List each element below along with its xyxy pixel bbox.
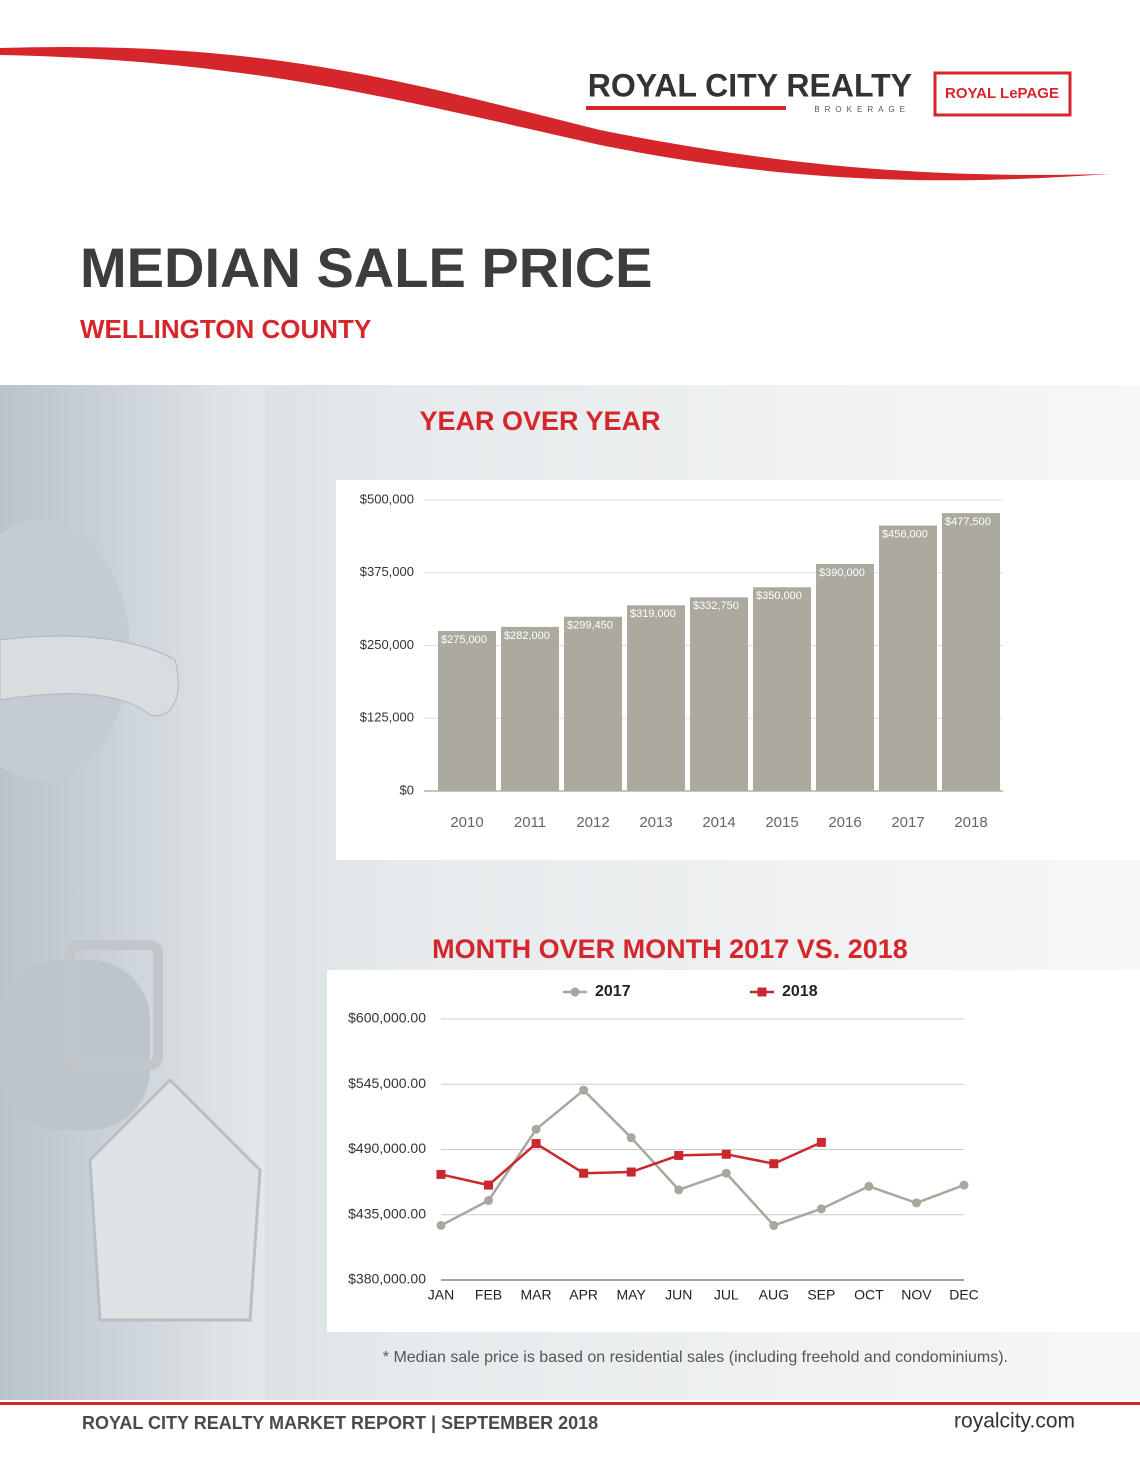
chart-title: YEAR OVER YEAR bbox=[419, 406, 660, 436]
x-tick-label: 2013 bbox=[639, 814, 672, 831]
key-tag bbox=[65, 940, 163, 1070]
x-tick-label: 2016 bbox=[828, 814, 861, 831]
point bbox=[959, 1180, 969, 1190]
page-title: MEDIAN SALE PRICE bbox=[80, 236, 653, 299]
point bbox=[816, 1137, 826, 1147]
x-tick-label: APR bbox=[569, 1287, 598, 1303]
y-tick-label: $435,000.00 bbox=[348, 1205, 426, 1221]
footer-rule bbox=[0, 1402, 1140, 1405]
x-tick-label: AUG bbox=[759, 1287, 789, 1303]
data-label: $456,000 bbox=[882, 529, 928, 541]
logo: ROYAL CITY REALTY bbox=[588, 67, 912, 103]
y-tick-label: $380,000.00 bbox=[348, 1271, 426, 1287]
footer-text: ROYAL CITY REALTY MARKET REPORT | SEPTEM… bbox=[82, 1413, 598, 1433]
x-tick-label: DEC bbox=[949, 1287, 979, 1303]
point bbox=[674, 1185, 684, 1195]
x-tick-label: 2010 bbox=[450, 814, 483, 831]
y-tick-label: $250,000 bbox=[360, 637, 414, 652]
x-tick-label: JUN bbox=[665, 1287, 692, 1303]
y-tick-label: $545,000.00 bbox=[348, 1075, 426, 1091]
data-label: $477,500 bbox=[945, 516, 991, 528]
house-keychain bbox=[88, 1077, 262, 1322]
point bbox=[579, 1085, 589, 1095]
x-tick-label: 2015 bbox=[765, 814, 798, 831]
chart-title: MONTH OVER MONTH 2017 VS. 2018 bbox=[432, 934, 908, 964]
data-label: $282,000 bbox=[504, 630, 550, 642]
bar bbox=[879, 525, 937, 791]
x-tick-label: FEB bbox=[475, 1287, 502, 1303]
bar bbox=[627, 605, 685, 791]
data-label: $390,000 bbox=[819, 567, 865, 579]
x-tick-label: MAY bbox=[617, 1287, 647, 1303]
bar bbox=[690, 597, 748, 791]
point bbox=[864, 1181, 874, 1191]
data-label: $319,000 bbox=[630, 608, 676, 620]
x-tick-label: OCT bbox=[854, 1287, 884, 1303]
point bbox=[769, 1159, 779, 1169]
partner-logo: ROYAL LePAGE bbox=[945, 85, 1059, 102]
x-tick-label: 2014 bbox=[702, 814, 735, 831]
logo-sub: BROKERAGE bbox=[814, 105, 910, 114]
legend-marker bbox=[570, 987, 580, 997]
legend-marker bbox=[757, 987, 767, 997]
x-tick-label: 2011 bbox=[514, 814, 546, 831]
bar bbox=[501, 626, 559, 791]
bar bbox=[438, 630, 496, 791]
point bbox=[816, 1204, 826, 1214]
legend-label: 2017 bbox=[595, 983, 631, 1000]
series-line bbox=[440, 1088, 965, 1227]
footnote: * Median sale price is based on resident… bbox=[383, 1349, 1008, 1366]
y-tick-label: $600,000.00 bbox=[348, 1010, 426, 1026]
point bbox=[721, 1168, 731, 1178]
point bbox=[531, 1139, 541, 1149]
x-tick-label: 2018 bbox=[954, 814, 987, 831]
point bbox=[626, 1133, 636, 1143]
bar bbox=[753, 587, 811, 791]
data-label: $332,750 bbox=[693, 600, 739, 612]
x-tick-label: JAN bbox=[428, 1287, 454, 1303]
point bbox=[769, 1220, 779, 1230]
point bbox=[531, 1124, 541, 1134]
point bbox=[674, 1150, 684, 1160]
point bbox=[579, 1168, 589, 1178]
point bbox=[436, 1220, 446, 1230]
footer-url: royalcity.com bbox=[954, 1410, 1075, 1433]
y-tick-label: $375,000 bbox=[360, 564, 414, 579]
data-label: $350,000 bbox=[756, 590, 802, 602]
data-label: $299,450 bbox=[567, 620, 613, 632]
bar bbox=[564, 616, 622, 791]
point bbox=[484, 1196, 494, 1206]
x-tick-label: 2017 bbox=[891, 814, 924, 831]
point bbox=[721, 1149, 731, 1159]
y-tick-label: $125,000 bbox=[360, 710, 414, 725]
y-tick-label: $500,000 bbox=[360, 491, 414, 506]
bar bbox=[942, 513, 1000, 791]
x-tick-label: NOV bbox=[901, 1287, 932, 1303]
x-tick-label: JUL bbox=[714, 1287, 739, 1303]
door-handle bbox=[0, 635, 179, 717]
point bbox=[436, 1169, 446, 1179]
legend-label: 2018 bbox=[782, 983, 818, 1000]
data-label: $275,000 bbox=[441, 634, 487, 646]
x-tick-label: SEP bbox=[807, 1287, 835, 1303]
x-tick-label: MAR bbox=[521, 1287, 552, 1303]
logo-rule bbox=[586, 106, 786, 110]
bar bbox=[816, 564, 874, 791]
partner-box bbox=[933, 71, 1072, 117]
chart-panel bbox=[327, 970, 1140, 1332]
y-tick-label: $490,000.00 bbox=[348, 1140, 426, 1156]
point bbox=[911, 1198, 921, 1208]
point bbox=[626, 1167, 636, 1177]
point bbox=[484, 1180, 494, 1190]
x-tick-label: 2012 bbox=[576, 814, 609, 831]
page-subtitle: WELLINGTON COUNTY bbox=[80, 314, 371, 344]
y-tick-label: $0 bbox=[400, 782, 414, 797]
